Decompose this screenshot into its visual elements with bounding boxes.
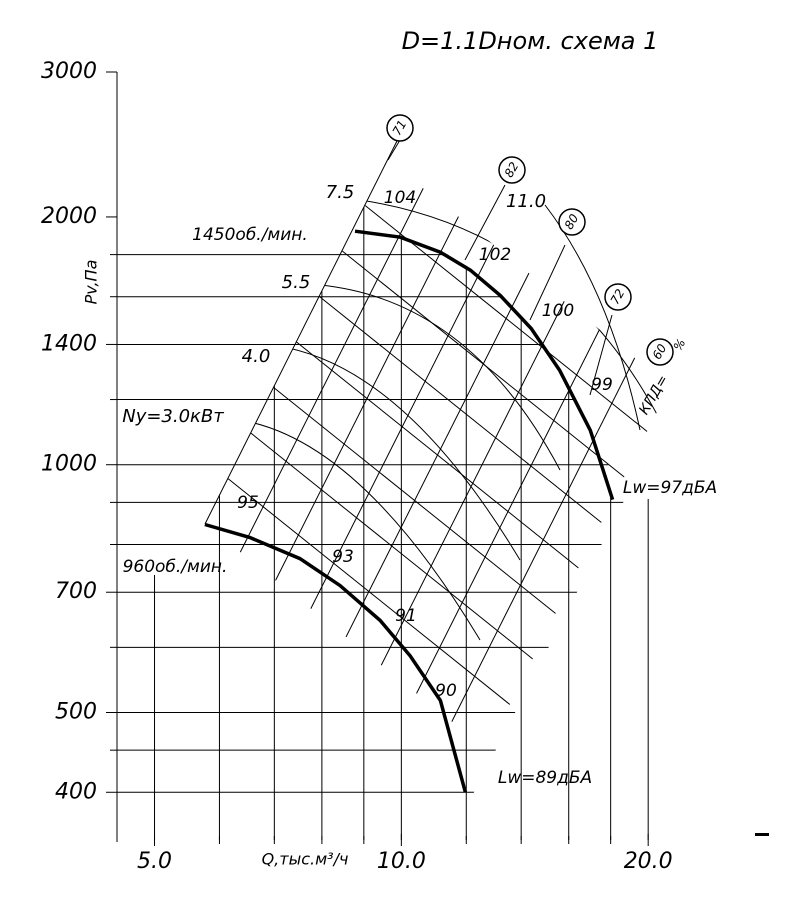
sound-labels: Lw=89дБА	[498, 768, 592, 788]
noise-labels: 91	[395, 606, 417, 626]
oblique-line	[319, 296, 602, 523]
noise-labels: 95	[237, 493, 259, 513]
corner-mark	[755, 833, 769, 836]
fan-edge	[204, 134, 401, 525]
efficiency-circle	[604, 283, 632, 311]
efficiency-label: 82	[502, 160, 522, 180]
efficiency-circle	[646, 338, 674, 366]
noise-labels: 93	[332, 547, 354, 567]
series-label: 1450об./мин.	[192, 225, 308, 245]
efficiency-ray	[464, 184, 506, 261]
efficiency-prefix: КПД=	[636, 372, 671, 417]
efficiency-label: 80	[562, 211, 582, 232]
power-labels: 7.5	[326, 182, 355, 203]
fan-grid	[227, 188, 661, 722]
y-tick-label: 1400	[41, 331, 97, 356]
efficiency-circle	[386, 114, 414, 142]
y-tick-label: 400	[55, 779, 97, 804]
y-tick-label: 700	[55, 579, 97, 604]
noise-labels: 102	[479, 245, 511, 265]
efficiency-label: 72	[608, 287, 628, 307]
oblique-line	[296, 341, 579, 569]
y-tick-label: 2000	[41, 204, 97, 229]
fan-curve	[204, 522, 468, 793]
fan-curve	[354, 229, 615, 501]
x-tick-label: 10.0	[377, 849, 426, 874]
efficiency-label: 71	[390, 118, 410, 138]
noise-labels: 100	[542, 301, 574, 321]
v-grid	[154, 160, 649, 840]
power-labels: 5.5	[282, 272, 311, 293]
sound-labels: Lw=97дБА	[623, 478, 717, 498]
y-axis-label: Pv,Па	[82, 260, 101, 305]
noise-labels: 90	[435, 681, 457, 701]
power-labels: Ny=3.0кВт	[122, 406, 224, 427]
power-labels: 11.0	[506, 191, 546, 212]
series-label: 960об./мин.	[123, 557, 228, 577]
noise-labels: 99	[591, 375, 613, 395]
noise-arc	[319, 284, 561, 471]
power-labels: 4.0	[242, 346, 271, 367]
oblique-line	[451, 357, 636, 722]
efficiency-ray	[387, 139, 401, 161]
efficiency-circle	[498, 156, 526, 184]
efficiency-label: 60	[650, 341, 670, 362]
x-tick-label: 5.0	[137, 849, 172, 874]
y-tick-label: 500	[55, 699, 97, 724]
efficiency-circle	[558, 208, 586, 236]
efficiency-ray	[529, 244, 566, 321]
noise-arc	[239, 419, 481, 641]
noise-arc	[269, 344, 521, 561]
efficiency-ray	[589, 314, 613, 396]
x-axis-label: Q,тыс.м³/ч	[262, 850, 349, 869]
oblique-line	[380, 301, 565, 666]
x-tick-label: 20.0	[624, 849, 673, 874]
y-tick-label: 1000	[41, 452, 97, 477]
chart-title: D=1.1Dном. схема 1	[402, 27, 659, 55]
noise-labels: 104	[384, 188, 416, 208]
y-tick-label: 3000	[41, 59, 97, 84]
